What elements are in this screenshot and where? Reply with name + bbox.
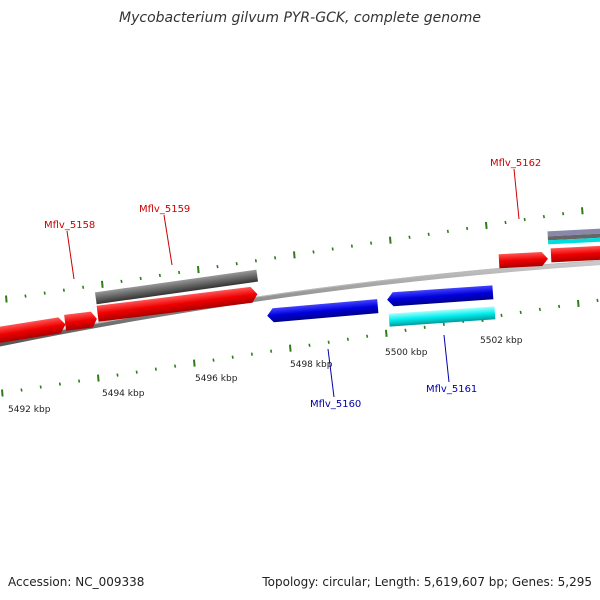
minor-tick: [442, 322, 445, 326]
cyan-feature: [388, 306, 496, 327]
forward-gene-arrow: [498, 252, 548, 269]
minor-tick: [558, 304, 561, 309]
map-title: Mycobacterium gilvum PYR-GCK, complete g…: [119, 10, 481, 26]
tick-label-5492: 5492 kbp: [8, 405, 51, 415]
minor-tick: [370, 241, 373, 245]
minor-tick: [154, 367, 157, 371]
minor-tick: [24, 294, 27, 298]
leader-line: [327, 348, 335, 398]
leader-line: [443, 334, 450, 383]
tick-label-5500: 5500 kbp: [385, 348, 428, 358]
minor-tick: [308, 343, 311, 347]
minor-tick: [466, 226, 469, 231]
major-tick: [289, 344, 292, 352]
gene-label-mflv-5159: Mflv_5159: [139, 204, 190, 215]
minor-tick: [523, 217, 526, 222]
minor-tick: [542, 214, 545, 219]
minor-tick: [366, 334, 369, 338]
gene-label-mflv-5160: Mflv_5160: [310, 399, 361, 410]
forward-tick-track: [5, 207, 584, 303]
reverse-gene-arrow: [387, 285, 494, 307]
minor-tick: [116, 373, 119, 377]
accession-text: Accession: NC_009338: [8, 575, 145, 589]
gene-label-mflv-5162: Mflv_5162: [490, 158, 541, 169]
major-tick: [101, 280, 104, 288]
forward-gene-arrow: [0, 317, 66, 345]
minor-tick: [135, 370, 138, 374]
minor-tick: [500, 313, 503, 318]
gene-label-mflv-5161: Mflv_5161: [426, 384, 477, 395]
minor-tick: [423, 325, 426, 329]
minor-tick: [596, 298, 599, 303]
tick-label-5494: 5494 kbp: [102, 389, 145, 399]
minor-tick: [254, 259, 257, 263]
minor-tick: [39, 385, 42, 389]
minor-tick: [78, 379, 81, 383]
minor-tick: [174, 364, 177, 368]
major-tick: [485, 221, 488, 230]
minor-tick: [404, 328, 407, 332]
major-tick: [385, 329, 388, 337]
minor-tick: [158, 273, 161, 278]
major-tick: [581, 207, 584, 215]
major-tick: [97, 374, 100, 382]
topology-text: Topology: circular; Length: 5,619,607 bp…: [262, 575, 592, 589]
forward-gene-arrow: [96, 286, 258, 322]
minor-tick: [235, 262, 238, 266]
major-tick: [193, 359, 196, 367]
minor-tick: [250, 352, 253, 356]
minor-tick: [504, 220, 507, 225]
minor-tick: [427, 232, 430, 236]
major-tick: [1, 389, 4, 397]
minor-tick: [331, 247, 334, 251]
minor-tick: [231, 355, 234, 359]
gray-feature: [94, 269, 259, 305]
minor-tick: [178, 270, 181, 275]
minor-tick: [538, 307, 541, 312]
forward-gene-arrow: [64, 311, 97, 331]
minor-tick: [58, 382, 61, 386]
major-tick: [293, 251, 296, 259]
minor-tick: [62, 288, 65, 292]
minor-tick: [446, 229, 449, 234]
forward-gene-arrow: [550, 245, 600, 263]
minor-tick: [350, 244, 353, 248]
genome-backbone: [0, 260, 600, 347]
leader-line: [66, 230, 75, 280]
major-tick: [389, 236, 392, 244]
minor-tick: [346, 337, 349, 341]
major-tick: [577, 299, 580, 308]
minor-tick: [408, 235, 411, 239]
minor-tick: [120, 279, 123, 284]
minor-tick: [312, 250, 315, 254]
minor-tick: [43, 291, 46, 295]
major-tick: [197, 266, 200, 274]
leader-line: [513, 168, 520, 220]
stacked-features-right: [547, 228, 600, 245]
minor-tick: [562, 212, 565, 216]
tick-label-5502: 5502 kbp: [480, 336, 523, 346]
leader-line: [163, 214, 173, 266]
minor-tick: [270, 349, 273, 353]
major-tick: [5, 295, 8, 303]
minor-tick: [20, 388, 23, 392]
minor-tick: [519, 310, 522, 315]
minor-tick: [216, 264, 219, 269]
reverse-gene-arrow: [267, 299, 379, 323]
minor-tick: [327, 340, 330, 344]
tick-label-5496: 5496 kbp: [195, 374, 238, 384]
minor-tick: [82, 285, 85, 289]
gene-label-mflv-5158: Mflv_5158: [44, 220, 95, 231]
tick-label-5498: 5498 kbp: [290, 360, 333, 370]
minor-tick: [212, 358, 215, 362]
reverse-tick-track: [1, 298, 599, 397]
minor-tick: [139, 276, 142, 281]
minor-tick: [274, 256, 277, 260]
